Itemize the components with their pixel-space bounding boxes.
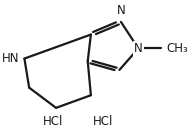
Text: HCl: HCl xyxy=(93,115,114,128)
Text: CH₃: CH₃ xyxy=(167,42,189,55)
Text: HN: HN xyxy=(2,52,20,65)
Text: N: N xyxy=(134,42,143,55)
Text: N: N xyxy=(117,4,125,17)
Text: HCl: HCl xyxy=(43,115,63,128)
